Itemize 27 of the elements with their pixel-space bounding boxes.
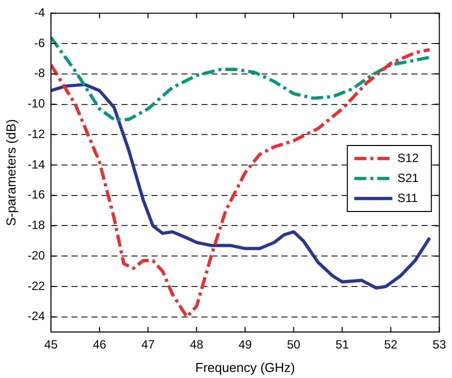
x-axis-title: Frequency (GHz)	[195, 360, 295, 375]
line-series	[50, 36, 432, 122]
x-tick-label: 53	[432, 338, 446, 352]
y-tick-label: -12	[28, 126, 46, 141]
y-tick-label: -20	[28, 248, 46, 262]
y-tick-label: -22	[28, 278, 46, 293]
legend-label: S12	[397, 150, 420, 165]
x-tick-label: 48	[190, 338, 204, 352]
y-tick-label: -18	[28, 218, 46, 232]
x-tick-label: 49	[238, 338, 252, 352]
line-series	[50, 48, 432, 318]
y-tick-label: -10	[28, 96, 46, 111]
y-tick-label: -16	[28, 188, 46, 202]
y-tick-label: -6	[34, 36, 46, 50]
x-tick-label: 47	[141, 338, 156, 352]
legend-label: S11	[397, 190, 418, 205]
x-tick-label: 45	[44, 338, 58, 352]
y-tick-label: -14	[28, 157, 46, 172]
y-tick-label: -4	[34, 6, 46, 20]
x-tick-label: 46	[92, 338, 106, 352]
x-tick-label: 51	[336, 338, 350, 352]
x-tick-label: 52	[384, 338, 398, 352]
legend-label: S21	[397, 170, 420, 185]
y-tick-label: -8	[34, 66, 46, 80]
x-tick-label: 50	[287, 338, 301, 352]
y-tick-label: -24	[28, 309, 46, 324]
y-axis-title: S-parameters (dB)	[3, 119, 18, 226]
